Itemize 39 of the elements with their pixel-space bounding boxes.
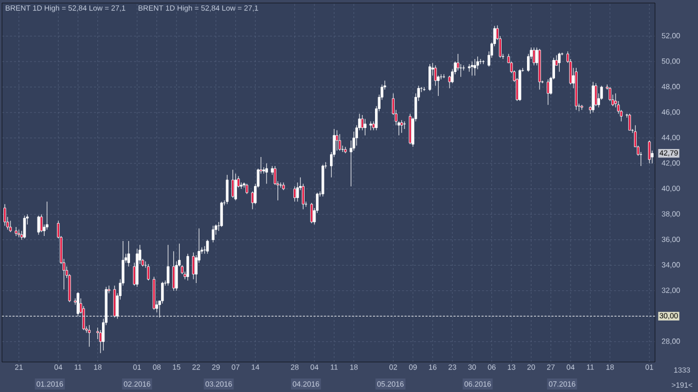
- candlestick: [364, 118, 366, 136]
- candlestick: [648, 140, 651, 164]
- candlestick: [338, 134, 342, 151]
- candlestick: [234, 173, 237, 201]
- candlestick: [400, 120, 404, 134]
- candlestick: [161, 281, 164, 304]
- candlestick: [336, 130, 338, 151]
- candlestick: [265, 163, 268, 184]
- candlestick: [206, 239, 209, 254]
- candlestick: [310, 202, 313, 224]
- candlestick: [532, 47, 536, 66]
- candlestick: [594, 82, 598, 106]
- candlestick: [192, 252, 195, 280]
- candlestick: [220, 201, 223, 228]
- candlestick: [246, 183, 248, 194]
- candlestick: [3, 204, 6, 226]
- candlestick: [293, 186, 296, 202]
- candlestick: [558, 52, 561, 72]
- candlestick: [212, 225, 214, 243]
- candlestick: [40, 214, 43, 232]
- candlestick: [546, 79, 550, 106]
- candlestick: [127, 240, 130, 267]
- candlestick: [186, 253, 190, 281]
- candlestick: [23, 215, 26, 239]
- candlestick: [448, 75, 451, 89]
- candlestick: [37, 215, 40, 235]
- candlestick: [428, 64, 432, 92]
- candlestick: [470, 61, 474, 76]
- candlestick: [14, 226, 18, 236]
- candlestick: [628, 113, 631, 131]
- candlestick: [166, 244, 170, 286]
- candlestick: [76, 292, 80, 316]
- candlestick: [231, 169, 234, 198]
- candlestick: [474, 58, 476, 76]
- candlestick: [88, 324, 91, 348]
- candlestick: [9, 220, 12, 232]
- candlestick: [226, 174, 228, 204]
- candlestick: [147, 264, 150, 281]
- candlestick: [172, 250, 176, 292]
